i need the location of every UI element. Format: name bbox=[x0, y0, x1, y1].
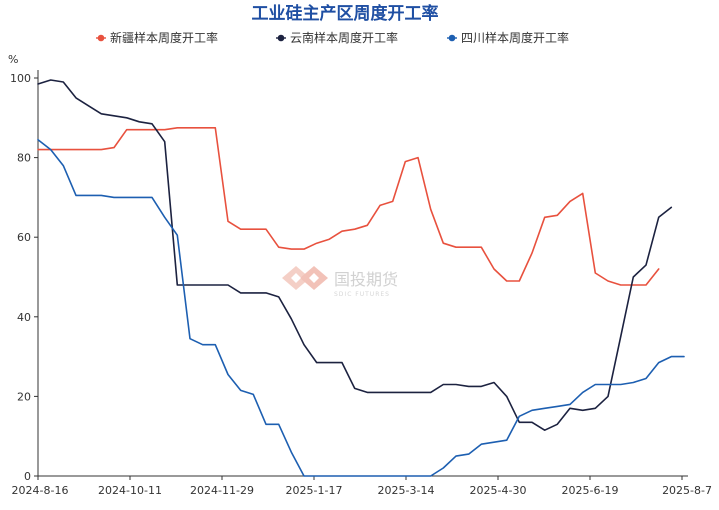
chart-title: 工业硅主产区周度开工率 bbox=[252, 3, 439, 24]
x-tick-label: 2025-1-17 bbox=[286, 484, 343, 497]
x-tick-label: 2024-10-11 bbox=[98, 484, 162, 497]
x-tick-label: 2025-3-14 bbox=[378, 484, 435, 497]
watermark-subtext: SDIC FUTURES bbox=[334, 291, 390, 298]
x-tick-label: 2024-8-16 bbox=[12, 484, 69, 497]
legend: 新疆样本周度开工率 云南样本周度开工率 四川样本周度开工率 bbox=[96, 30, 569, 45]
y-tick-label: 20 bbox=[17, 390, 31, 403]
y-ticks: 0 20 40 60 80 100 bbox=[10, 72, 38, 483]
watermark-logo-icon bbox=[282, 266, 328, 290]
y-tick-label: 100 bbox=[10, 72, 31, 85]
x-tick-label: 2025-4-30 bbox=[470, 484, 527, 497]
y-tick-label: 80 bbox=[17, 152, 31, 165]
series-line-2 bbox=[37, 79, 673, 432]
legend-marker-3 bbox=[448, 34, 456, 42]
series-line-1 bbox=[37, 127, 660, 286]
y-axis-unit-label: % bbox=[8, 53, 18, 66]
legend-marker-1 bbox=[97, 34, 105, 42]
legend-marker-2 bbox=[277, 34, 285, 42]
series-line-3 bbox=[37, 138, 685, 477]
legend-label-3: 四川样本周度开工率 bbox=[461, 30, 569, 45]
y-tick-label: 60 bbox=[17, 231, 31, 244]
y-tick-label: 40 bbox=[17, 311, 31, 324]
y-tick-label: 0 bbox=[24, 470, 31, 483]
x-ticks: 2024-8-16 2024-10-11 2024-11-29 2025-1-17 20… bbox=[12, 476, 712, 497]
series-layer bbox=[37, 79, 685, 477]
legend-label-2: 云南样本周度开工率 bbox=[290, 30, 398, 45]
watermark-logo: 国投期货 SDIC FUTURES bbox=[282, 266, 398, 298]
legend-label-1: 新疆样本周度开工率 bbox=[110, 30, 218, 45]
x-tick-label: 2025-8-7 bbox=[662, 484, 712, 497]
watermark-text: 国投期货 bbox=[334, 270, 398, 289]
x-tick-label: 2024-11-29 bbox=[190, 484, 254, 497]
x-tick-label: 2025-6-19 bbox=[562, 484, 619, 497]
